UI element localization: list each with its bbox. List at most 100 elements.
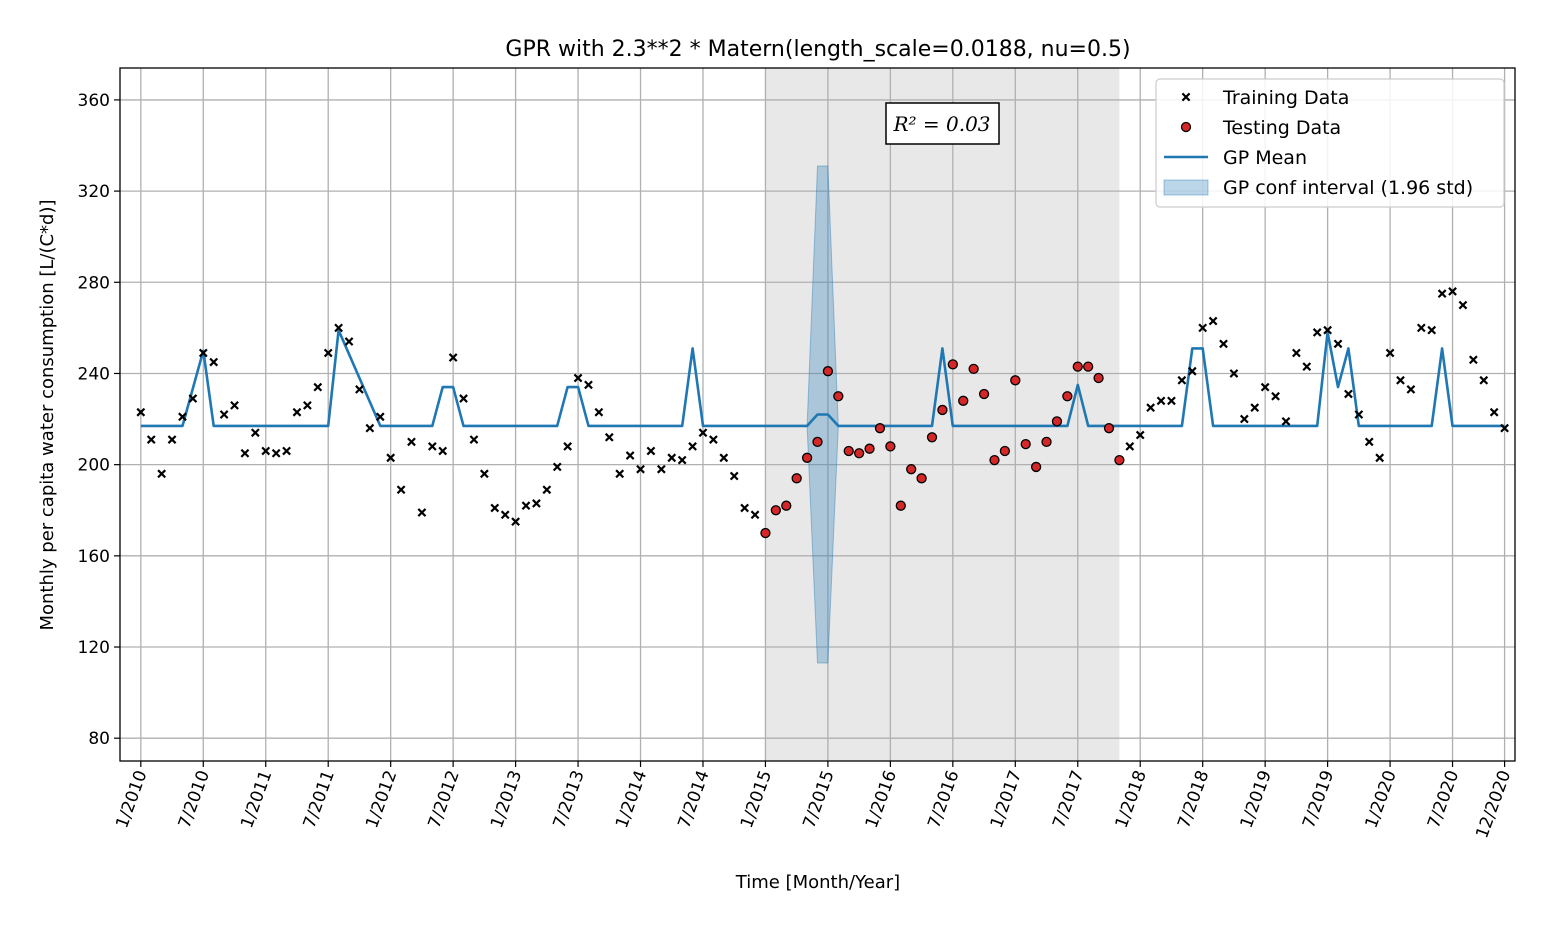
training-point [427,442,437,451]
training-point [417,508,427,517]
training-point [1187,366,1197,376]
chart-title: GPR with 2.3**2 * Matern(length_scale=0.… [505,37,1130,62]
testing-point [843,445,854,457]
gp-mean-line [140,328,1505,428]
training-point [1489,407,1499,417]
testing-point [874,423,886,434]
training-point [219,410,229,419]
testing-point [760,527,771,539]
testing-point [968,363,979,375]
legend: Training Data Testing Data GP Mean GP conf … [1155,78,1505,208]
training-point [1177,375,1187,385]
legend-frame [1155,78,1505,208]
testing-point [781,500,792,511]
training-point [250,428,260,438]
legend-band-marker [1163,179,1209,196]
training-point [271,448,281,458]
training-point [469,435,479,444]
training-point [1281,416,1291,426]
training-point [1416,323,1426,333]
training-point [355,385,364,394]
testing-point [1072,361,1083,372]
training-point [532,499,541,508]
testing-point [822,366,834,377]
training-point [365,423,375,433]
training-point [688,442,697,451]
testing-point [1103,423,1115,434]
training-point [615,469,625,479]
testing-point [812,436,823,448]
training-point [1208,316,1218,326]
r2-annotation-box: R² = 0.03 [885,102,1000,145]
training-point [313,382,323,392]
training-point [448,353,458,362]
y-tick-label: 120 [78,638,110,658]
legend-label: GP conf interval (1.96 std) [1223,177,1473,199]
training-point [646,446,656,456]
training-point [1125,442,1135,451]
training-point [1344,389,1353,399]
testing-point [958,395,969,406]
testing-point [1020,438,1031,450]
training-point [1437,289,1447,299]
legend-label: Testing Data [1222,117,1341,139]
gp-mean-layer [140,328,1505,428]
training-point [1271,391,1280,401]
training-point [1427,325,1437,335]
training-point [729,471,739,481]
y-tick-label: 280 [78,273,110,293]
training-point [1479,375,1489,385]
testing-point [916,473,927,484]
training-point [386,453,396,463]
testing-point [864,443,875,454]
training-point [1292,348,1301,358]
y-axis-title: Monthly per capita water consumption [L/… [37,199,58,630]
training-point [1458,300,1468,310]
training-point [584,380,593,390]
training-point [542,485,552,495]
training-point [407,437,416,447]
training-point [1364,437,1374,447]
testing-point [1062,391,1073,402]
training-point [198,348,208,358]
testing-point [947,359,958,370]
training-point [1229,369,1239,378]
training-point [1135,430,1145,440]
training-point [479,469,489,479]
points-layer [136,287,1509,539]
training-point [178,412,187,422]
testing-point [770,505,782,516]
training-point [719,453,729,463]
y-tick-label: 200 [78,456,110,476]
testing-point [895,500,906,511]
training-point [1396,375,1405,385]
training-point [344,337,354,346]
testing-point [801,452,813,463]
training-point [188,394,198,403]
testing-point [926,432,938,443]
training-point [323,348,333,358]
training-point [1406,385,1416,394]
y-tick-label: 360 [78,91,110,111]
training-point [282,446,291,456]
training-point [1500,423,1509,433]
training-point [334,323,343,333]
r2-annotation-frame [885,102,1000,145]
testing-point [1010,375,1021,386]
legend-label: GP Mean [1223,147,1307,169]
training-point [511,517,520,527]
training-point [750,510,760,520]
training-point [1323,325,1332,335]
testing-point [853,448,865,459]
training-point [1302,362,1312,372]
training-point [1146,403,1156,413]
training-point [604,432,614,442]
training-point [292,407,302,417]
training-point [209,357,219,367]
training-point [1448,287,1457,296]
training-point [230,401,239,410]
legend-testing-marker [1180,121,1192,133]
training-point [375,412,385,422]
testing-point [791,473,802,484]
